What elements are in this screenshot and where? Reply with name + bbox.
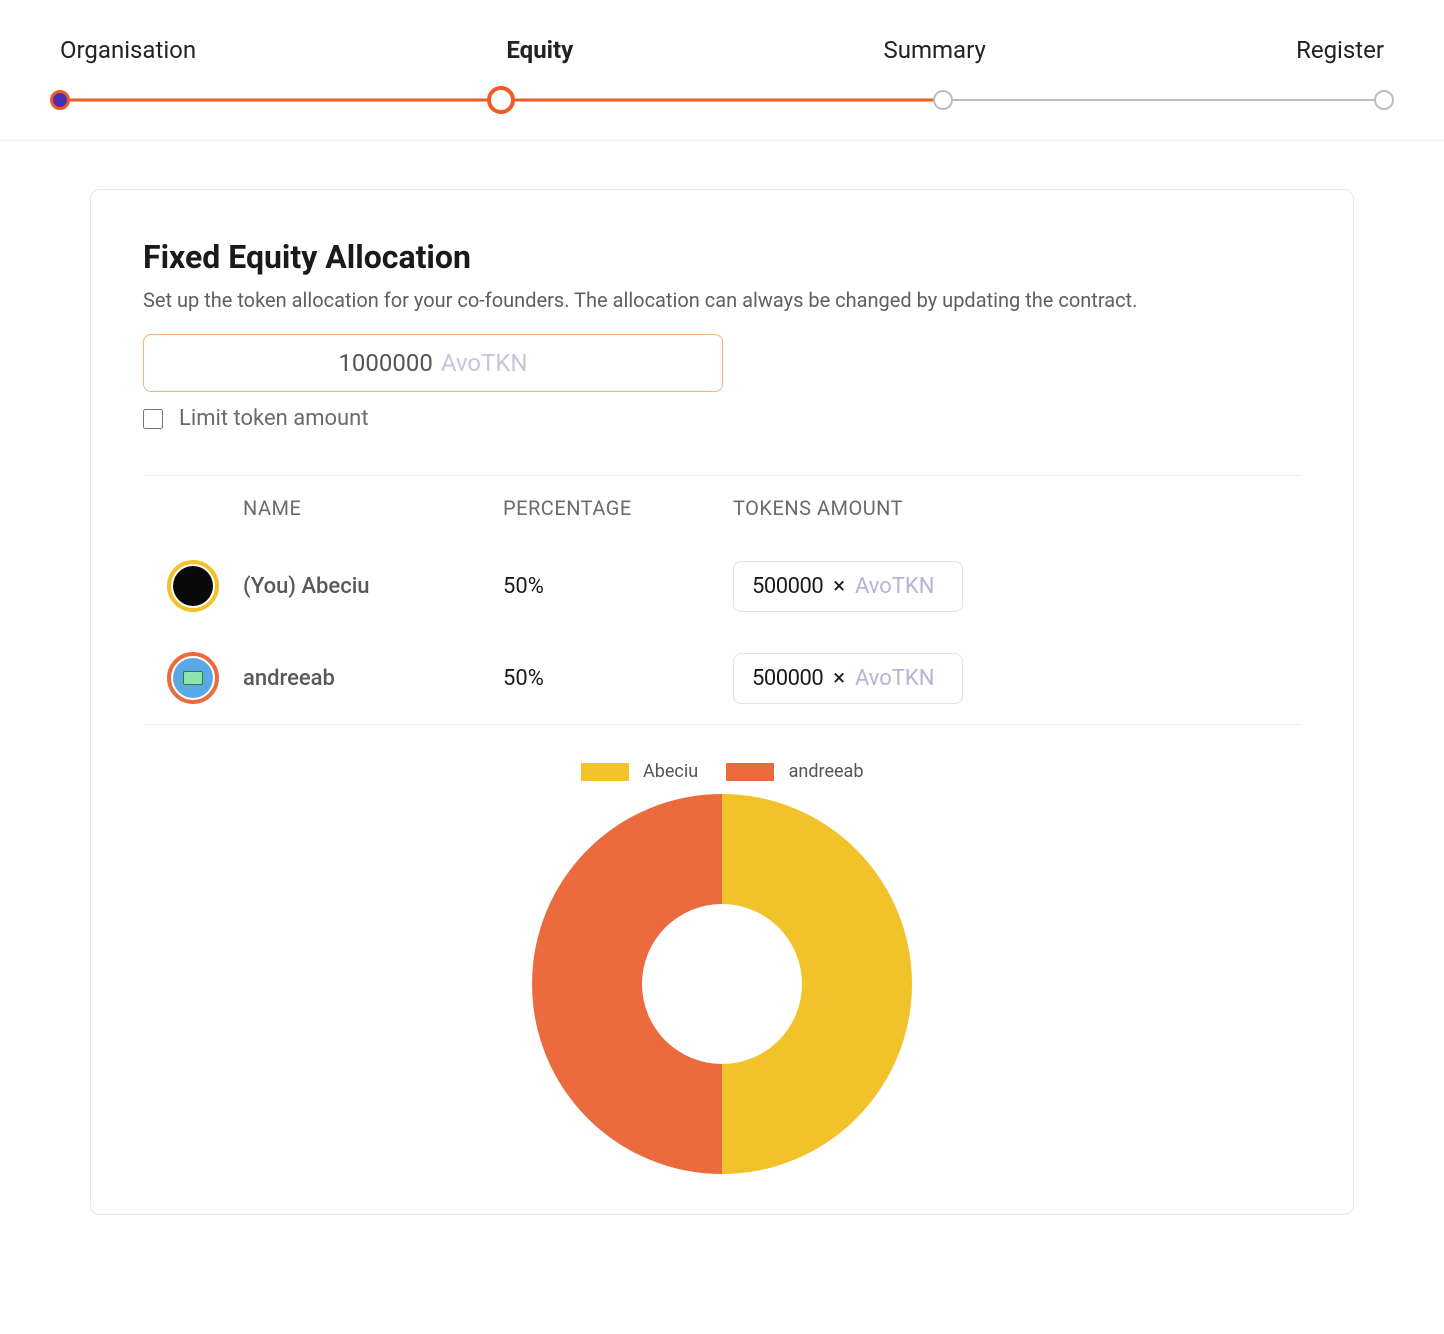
avatar-andreeab[interactable] — [167, 652, 219, 704]
legend-item-abeciu[interactable]: Abeciu — [581, 761, 699, 782]
limit-token-checkbox[interactable] — [143, 409, 163, 429]
tokens-symbol-andreeab: AvoTKN — [855, 666, 934, 691]
limit-token-row[interactable]: Limit token amount — [143, 406, 1301, 431]
row-name-you: (You) Abeciu — [243, 574, 503, 599]
row-tokens-you[interactable]: 500000 × AvoTKN — [733, 561, 963, 612]
stepper-labels: Organisation Equity Summary Register — [60, 36, 1384, 64]
avatar-you[interactable] — [167, 560, 219, 612]
card-description: Set up the token allocation for your co-… — [143, 288, 1301, 312]
legend-swatch-icon — [581, 763, 629, 781]
table-row: (You) Abeciu 50% 500000 × AvoTKN — [143, 540, 1301, 632]
step-node-organisation[interactable] — [50, 90, 70, 110]
donut-chart-area: Abeciu andreeab — [143, 761, 1301, 1174]
tokens-value-andreeab: 500000 — [752, 666, 823, 691]
tokens-value-you: 500000 — [752, 574, 823, 599]
step-node-register[interactable] — [1374, 90, 1394, 110]
legend-label-abeciu: Abeciu — [643, 761, 698, 782]
row-tokens-andreeab[interactable]: 500000 × AvoTKN — [733, 653, 963, 704]
total-token-value: 1000000 — [338, 349, 432, 377]
row-pct-you: 50% — [503, 574, 733, 599]
limit-token-label: Limit token amount — [179, 406, 369, 431]
chart-legend: Abeciu andreeab — [581, 761, 864, 782]
row-name-andreeab: andreeab — [243, 666, 503, 691]
step-node-equity[interactable] — [487, 86, 515, 114]
col-tokens: TOKENS AMOUNT — [733, 496, 1301, 520]
equity-card: Fixed Equity Allocation Set up the token… — [90, 189, 1354, 1215]
times-icon: × — [833, 666, 845, 691]
stepper-track — [60, 88, 1384, 112]
row-pct-andreeab: 50% — [503, 666, 733, 691]
table-header: NAME PERCENTAGE TOKENS AMOUNT — [143, 476, 1301, 540]
step-node-summary[interactable] — [933, 90, 953, 110]
total-token-input[interactable]: 1000000 AvoTKN — [143, 334, 723, 392]
total-token-symbol: AvoTKN — [441, 349, 528, 377]
times-icon: × — [833, 574, 845, 599]
legend-label-andreeab: andreeab — [789, 761, 864, 782]
avatar-inner-icon — [173, 566, 213, 606]
card-title: Fixed Equity Allocation — [143, 238, 1301, 276]
legend-item-andreeab[interactable]: andreeab — [726, 761, 863, 782]
track-segment-2 — [501, 99, 942, 102]
legend-swatch-icon — [726, 763, 774, 781]
allocation-table: NAME PERCENTAGE TOKENS AMOUNT (You) Abec… — [143, 475, 1301, 725]
stepper: Organisation Equity Summary Register — [0, 0, 1444, 141]
track-segment-3 — [943, 99, 1384, 101]
step-summary[interactable]: Summary — [883, 36, 985, 64]
tokens-symbol-you: AvoTKN — [855, 574, 934, 599]
step-organisation[interactable]: Organisation — [60, 36, 196, 64]
col-name: NAME — [243, 496, 503, 520]
step-equity[interactable]: Equity — [506, 36, 573, 64]
step-register[interactable]: Register — [1296, 36, 1384, 64]
donut-chart — [532, 794, 912, 1174]
track-segment-1 — [60, 99, 501, 102]
avatar-inner-icon — [173, 658, 213, 698]
donut-hole — [642, 904, 802, 1064]
col-percentage: PERCENTAGE — [503, 496, 733, 520]
table-row: andreeab 50% 500000 × AvoTKN — [143, 632, 1301, 724]
